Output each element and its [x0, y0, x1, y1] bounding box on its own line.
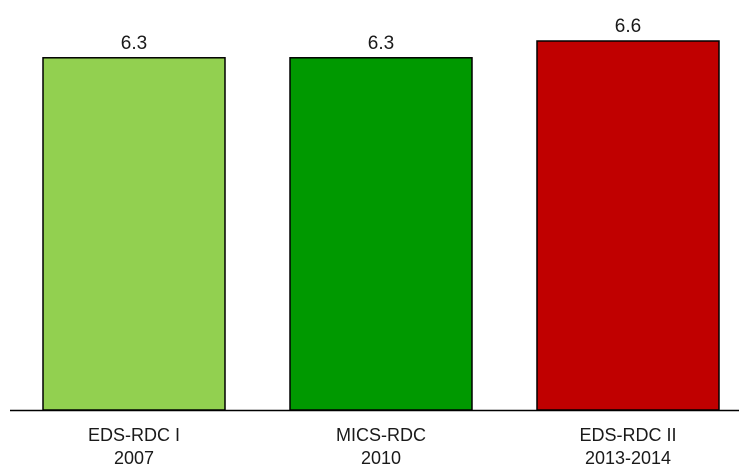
category-label-3-line-2: 2013-2014 — [585, 448, 671, 465]
category-labels-group: EDS-RDC I 2007 MICS-RDC 2010 EDS-RDC II 2013-… — [88, 425, 677, 468]
value-label-3: 6.6 — [615, 16, 641, 37]
bar-1 — [42, 57, 226, 411]
category-label-1-line-2: 2007 — [114, 448, 154, 465]
category-label-2-line-2: 2010 — [361, 448, 401, 465]
bar-2 — [289, 57, 473, 411]
bar-3 — [536, 40, 720, 411]
category-label-1-line-1: EDS-RDC I — [88, 425, 180, 445]
category-label-2-line-1: MICS-RDC — [336, 425, 426, 445]
category-label-3-line-1: EDS-RDC II — [579, 425, 676, 445]
value-labels-group: 6.3 6.3 6.6 — [121, 16, 641, 54]
value-label-1: 6.3 — [121, 33, 147, 54]
bars-group — [42, 40, 720, 411]
value-label-2: 6.3 — [368, 33, 394, 54]
